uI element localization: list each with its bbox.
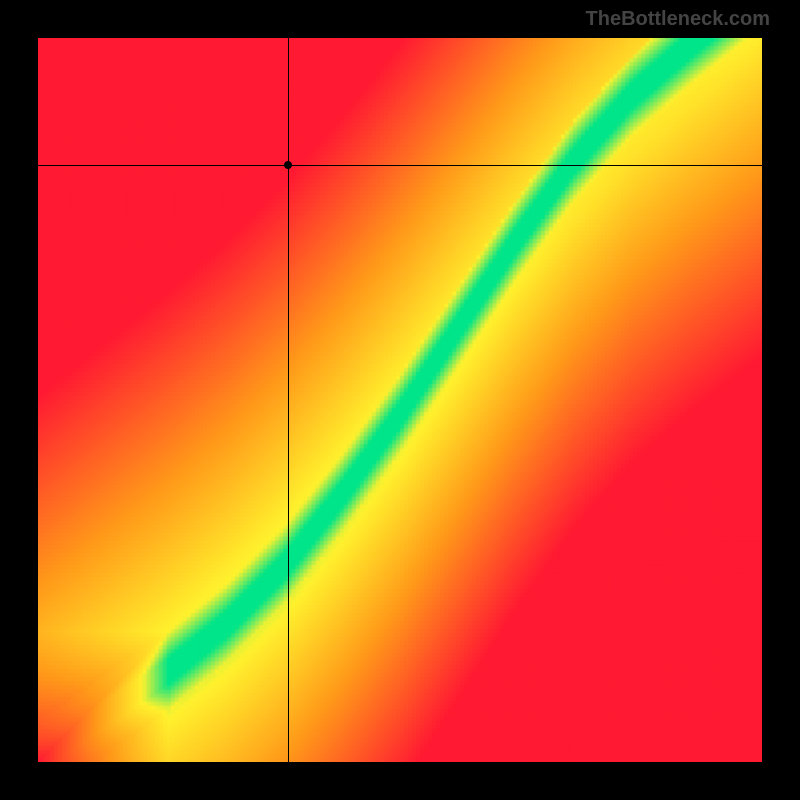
crosshair-vertical bbox=[288, 38, 289, 762]
crosshair-horizontal bbox=[38, 165, 762, 166]
heatmap-canvas bbox=[38, 38, 762, 762]
heatmap-plot bbox=[38, 38, 762, 762]
crosshair-marker bbox=[284, 161, 292, 169]
watermark-text: TheBottleneck.com bbox=[586, 8, 770, 31]
